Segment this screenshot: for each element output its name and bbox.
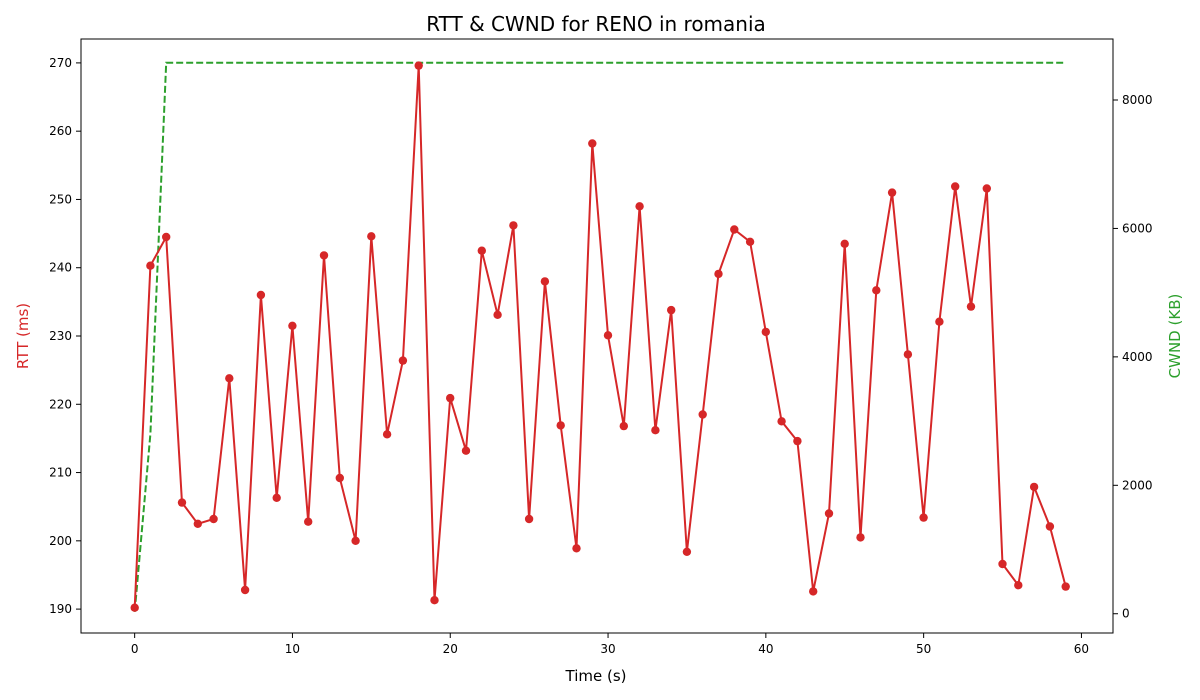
- rtt-point: [982, 184, 991, 193]
- left-y-tick-label: 270: [49, 56, 72, 70]
- rtt-series-line: [133, 65, 1067, 608]
- rtt-point: [1045, 522, 1055, 531]
- x-tick-label: 0: [131, 642, 139, 656]
- rtt-point: [951, 182, 960, 191]
- rtt-point: [146, 261, 155, 270]
- plot-area: [130, 61, 1070, 612]
- rtt-point: [240, 585, 250, 595]
- rtt-point: [225, 374, 234, 383]
- rtt-point: [524, 514, 534, 524]
- rtt-point: [887, 188, 897, 197]
- rtt-point: [335, 473, 344, 483]
- rtt-point: [367, 232, 376, 241]
- rtt-point: [162, 232, 171, 242]
- rtt-point: [667, 305, 676, 315]
- cwnd-series-line: [133, 61, 1066, 612]
- rtt-point: [935, 317, 944, 326]
- x-tick-label: 60: [1074, 642, 1089, 656]
- rtt-point: [572, 544, 581, 553]
- rtt-point: [966, 302, 976, 311]
- rtt-point: [730, 225, 739, 234]
- rtt-point: [777, 417, 786, 426]
- left-y-tick-label: 220: [49, 397, 72, 411]
- left-y-tick-label: 260: [49, 124, 72, 138]
- plot-frame: [80, 38, 1114, 634]
- right-y-tick-label: 6000: [1122, 221, 1153, 235]
- left-y-tick-label: 230: [49, 329, 72, 343]
- rtt-point: [382, 430, 392, 439]
- rtt-point: [461, 446, 471, 455]
- rtt-point: [919, 513, 928, 522]
- rtt-point: [351, 536, 360, 545]
- left-y-tick-label: 210: [49, 466, 72, 480]
- rtt-point: [809, 587, 818, 596]
- rtt-point: [856, 533, 865, 542]
- rtt-point: [588, 139, 597, 148]
- rtt-point: [304, 517, 313, 526]
- rtt-point: [319, 251, 329, 260]
- right-y-tick-label: 2000: [1122, 478, 1153, 492]
- rtt-point: [509, 221, 518, 230]
- rtt-point: [998, 559, 1007, 569]
- left-y-tick-label: 190: [49, 602, 72, 616]
- rtt-point: [177, 498, 187, 507]
- rtt-point: [903, 350, 913, 359]
- rtt-point: [745, 237, 755, 246]
- right-y-tick-label: 4000: [1122, 350, 1153, 364]
- rtt-point: [840, 239, 849, 248]
- right-y-tick-label: 0: [1122, 607, 1130, 621]
- x-tick-label: 50: [916, 642, 931, 656]
- rtt-point: [1014, 581, 1023, 590]
- rtt-point: [619, 421, 628, 431]
- right-y-tick-label: 8000: [1122, 93, 1153, 107]
- left-y-axis-label: RTT (ms): [14, 303, 32, 369]
- left-y-tick-label: 240: [49, 261, 72, 275]
- rtt-point: [872, 286, 881, 295]
- rtt-point: [824, 509, 834, 518]
- rtt-point: [540, 277, 550, 286]
- right-y-axis-ticks: 0 2000 4000 6000 8000: [1113, 93, 1153, 621]
- rtt-point: [635, 202, 644, 211]
- rtt-point: [651, 426, 660, 435]
- rtt-point: [414, 61, 423, 70]
- rtt-point: [793, 436, 802, 446]
- rtt-point: [1061, 582, 1070, 591]
- rtt-point: [477, 246, 486, 255]
- rtt-point: [272, 493, 281, 502]
- right-y-axis-label: CWND (KB): [1166, 294, 1184, 379]
- rtt-point: [1029, 482, 1039, 492]
- rtt-point: [209, 514, 218, 524]
- left-y-axis-ticks: 190 200 210 220 230 240 250 260 270: [49, 56, 81, 616]
- rtt-point: [430, 596, 439, 605]
- rtt-point: [398, 356, 408, 365]
- left-y-tick-label: 250: [49, 192, 72, 206]
- rtt-point: [288, 321, 297, 330]
- rtt-point: [193, 519, 202, 528]
- chart-title: RTT & CWND for RENO in romania: [426, 12, 766, 36]
- rtt-point: [446, 393, 455, 403]
- x-tick-label: 30: [600, 642, 615, 656]
- rtt-point: [130, 603, 139, 612]
- x-axis-label: Time (s): [565, 667, 627, 685]
- rtt-point: [761, 327, 770, 337]
- rtt-point: [256, 290, 266, 300]
- left-y-tick-label: 200: [49, 534, 72, 548]
- rtt-point: [682, 547, 692, 556]
- x-tick-label: 20: [443, 642, 458, 656]
- rtt-point: [556, 421, 565, 430]
- x-axis-ticks: 0 10 20 30 40 50 60: [131, 633, 1089, 656]
- rtt-point: [493, 310, 502, 319]
- x-tick-label: 40: [758, 642, 773, 656]
- rtt-point: [698, 410, 707, 419]
- x-tick-label: 10: [285, 642, 300, 656]
- rtt-point: [714, 269, 723, 279]
- rtt-point: [603, 331, 613, 340]
